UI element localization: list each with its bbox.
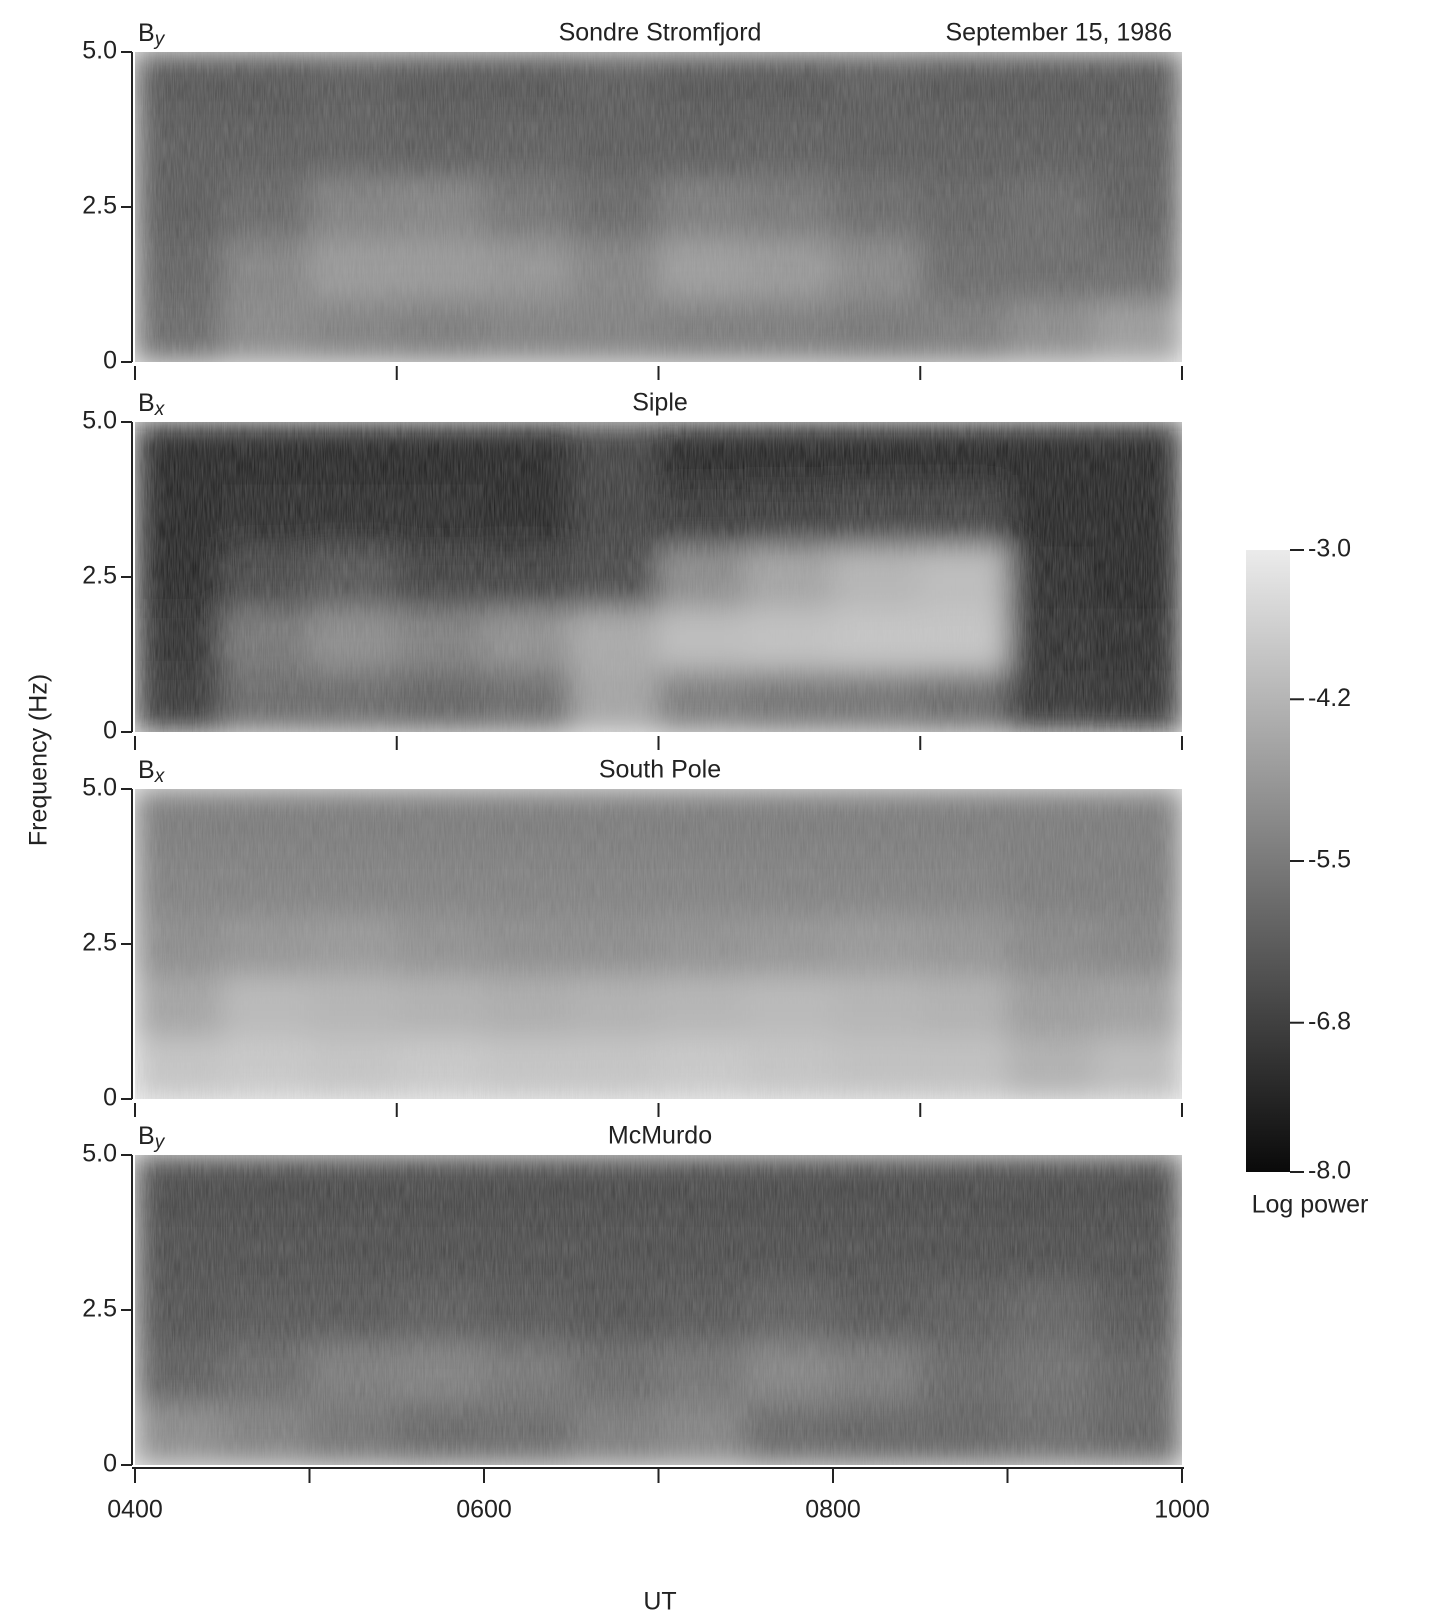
plot-area [135, 789, 1182, 1099]
texture [135, 52, 1182, 362]
y-tick-label: 5.0 [82, 1140, 117, 1168]
y-tick-label: 5.0 [82, 407, 117, 435]
colorbar-tick-label: -4.2 [1308, 684, 1351, 712]
colorbar-tick-label: -5.5 [1308, 846, 1351, 874]
y-tick-label: 2.5 [82, 192, 117, 220]
colorbar-tick-label: -3.0 [1308, 535, 1351, 563]
x-tick-label: 0400 [107, 1496, 163, 1524]
date: September 15, 1986 [945, 19, 1172, 47]
y-tick-label: 0 [103, 1450, 117, 1478]
y-tick-label: 5.0 [82, 37, 117, 65]
plot-area [135, 52, 1182, 362]
colorbar-label: Log power [1252, 1191, 1369, 1219]
colorbar-tick-label: -8.0 [1308, 1157, 1351, 1185]
component-letter: B [138, 19, 155, 47]
plot-area [135, 422, 1182, 732]
y-tick-label: 0 [103, 347, 117, 375]
panel-component: By [138, 1122, 166, 1153]
x-tick-label: 1000 [1154, 1496, 1210, 1524]
y-tick-label: 0 [103, 1084, 117, 1112]
component-letter: B [138, 756, 155, 784]
x-axis-label: UT [643, 1588, 676, 1616]
component-letter: B [138, 389, 155, 417]
colorbar-tick-label: -6.8 [1308, 1007, 1351, 1035]
colorbar [1246, 550, 1290, 1172]
panel-title: McMurdo [608, 1122, 712, 1150]
panel-component: Bx [138, 389, 166, 420]
y-axis-label: Frequency (Hz) [25, 674, 53, 846]
y-tick-label: 2.5 [82, 562, 117, 590]
texture [135, 1155, 1182, 1465]
component-subscript: y [153, 29, 166, 50]
x-tick-label: 0600 [456, 1496, 512, 1524]
panel-title: South Pole [599, 756, 721, 784]
panel-component: Bx [138, 756, 166, 787]
component-letter: B [138, 1122, 155, 1150]
y-tick-label: 2.5 [82, 1295, 117, 1323]
y-tick-label: 0 [103, 717, 117, 745]
texture [135, 422, 1182, 732]
panel-component: By [138, 19, 166, 50]
panel-title: Sondre Stromfjord [559, 19, 762, 47]
y-tick-label: 5.0 [82, 774, 117, 802]
y-tick-label: 2.5 [82, 929, 117, 957]
component-subscript: x [154, 766, 166, 787]
panel-title: Siple [632, 389, 688, 417]
x-tick-label: 0800 [805, 1496, 861, 1524]
component-subscript: y [153, 1132, 166, 1153]
plot-area [135, 1155, 1182, 1465]
texture [135, 789, 1182, 1099]
component-subscript: x [154, 399, 166, 420]
